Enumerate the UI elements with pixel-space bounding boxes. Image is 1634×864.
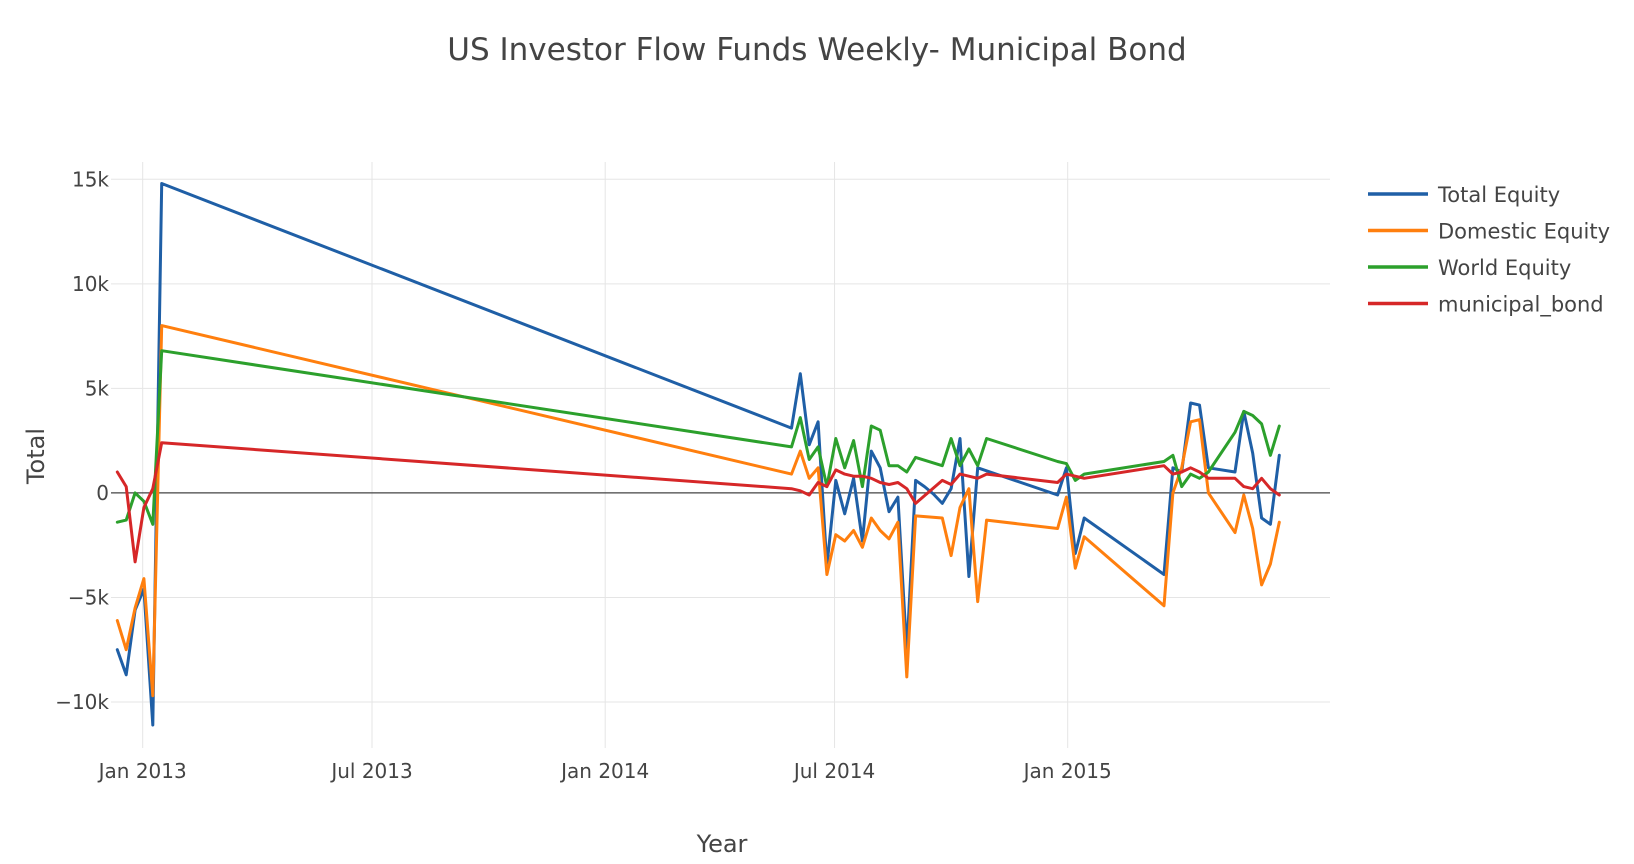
- x-axis-ticks: Jan 2013 Jul 2013 Jan 2014 Jul 2014 Jan 2015: [97, 759, 1112, 783]
- series-line-world-equity: [115, 349, 1281, 526]
- x-tick-label: Jan 2014: [559, 759, 649, 783]
- legend-label: Total Equity: [1437, 183, 1560, 207]
- legend-item-municipal-bond[interactable]: municipal_bond: [1368, 293, 1604, 318]
- x-tick-label: Jul 2014: [792, 759, 875, 783]
- legend[interactable]: Total Equity Domestic Equity World Equity m…: [1368, 183, 1610, 318]
- x-tick-label: Jan 2013: [97, 759, 187, 783]
- legend-item-total-equity[interactable]: Total Equity: [1368, 183, 1560, 207]
- series-lines: [115, 182, 1281, 727]
- chart-title: US Investor Flow Funds Weekly- Municipal…: [447, 32, 1186, 68]
- legend-label: Domestic Equity: [1438, 220, 1610, 244]
- series-line-municipal-bond: [115, 441, 1281, 564]
- y-tick-label: −5k: [68, 585, 109, 609]
- y-tick-label: 5k: [85, 376, 110, 400]
- x-tick-label: Jan 2015: [1022, 759, 1112, 783]
- legend-label: municipal_bond: [1438, 293, 1604, 318]
- y-tick-label: −10k: [55, 690, 109, 714]
- y-tick-label: 10k: [72, 272, 109, 296]
- y-axis-ticks: 15k 10k 5k 0 −5k −10k: [55, 167, 109, 714]
- legend-item-world-equity[interactable]: World Equity: [1368, 256, 1571, 280]
- legend-item-domestic-equity[interactable]: Domestic Equity: [1368, 220, 1610, 244]
- legend-label: World Equity: [1438, 256, 1571, 280]
- x-tick-label: Jul 2013: [329, 759, 412, 783]
- series-line-domestic-equity: [115, 324, 1281, 698]
- y-tick-label: 15k: [72, 167, 109, 191]
- series-line-total-equity: [115, 182, 1281, 727]
- y-tick-label: 0: [96, 481, 109, 505]
- x-axis-title: Year: [696, 830, 748, 858]
- y-axis-title: Total: [22, 428, 50, 485]
- gridlines: [111, 162, 1330, 748]
